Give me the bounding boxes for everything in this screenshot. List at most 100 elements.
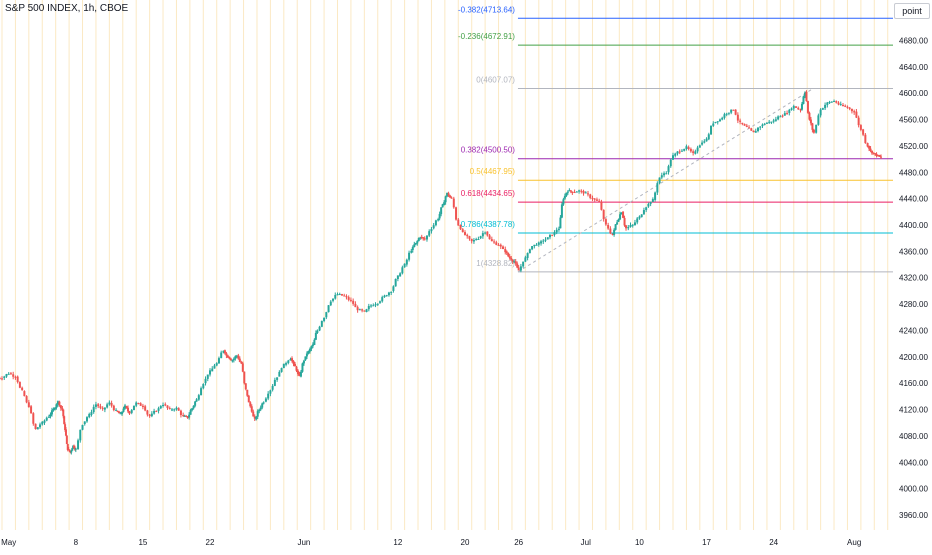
candle-down (573, 192, 576, 194)
candle-up (222, 350, 225, 353)
candle-up (839, 104, 842, 106)
candle-up (232, 358, 235, 361)
price-unit-button[interactable]: point (894, 3, 930, 19)
candle-down (356, 307, 359, 311)
candle-up (788, 109, 791, 113)
candle-down (455, 207, 458, 220)
candle-up (49, 414, 52, 417)
candle-up (437, 219, 440, 221)
candle-down (508, 256, 511, 259)
candle-up (408, 252, 411, 260)
candle-up (479, 236, 482, 239)
candle-up (649, 202, 652, 205)
candle-down (68, 449, 71, 452)
candle-down (510, 257, 513, 260)
candle-down (582, 190, 585, 194)
candle-down (32, 413, 35, 424)
candle-up (705, 138, 708, 142)
candle-up (259, 407, 262, 410)
time-tick-label: Jun (297, 538, 310, 547)
candle-down (246, 389, 249, 396)
candle-up (560, 204, 563, 218)
candle-up (524, 257, 527, 262)
candle-up (106, 404, 109, 408)
candle-up (255, 416, 258, 420)
candle-up (285, 363, 288, 365)
candle-up (526, 253, 529, 258)
candle-up (513, 261, 516, 263)
candle-down (62, 409, 65, 417)
candle-up (714, 121, 717, 123)
price-tick-label: 4560.00 (899, 116, 928, 125)
candle-down (352, 300, 355, 304)
candle-down (571, 191, 574, 193)
candle-up (261, 403, 264, 408)
candle-down (179, 410, 182, 416)
candle-up (444, 196, 447, 203)
candle-down (1, 378, 3, 380)
candle-up (305, 353, 308, 357)
candle-up (365, 309, 368, 313)
candle-up (535, 244, 538, 246)
candle-up (399, 273, 402, 277)
candle-down (678, 151, 681, 153)
candle-up (262, 402, 265, 404)
candle-up (170, 409, 173, 411)
candle-down (850, 108, 853, 112)
candle-down (869, 148, 872, 151)
price-tick-label: 4640.00 (899, 63, 928, 72)
candle-up (614, 224, 617, 230)
candle-down (732, 109, 735, 111)
candle-up (269, 390, 272, 394)
chart-title: S&P 500 INDEX, 1h, CBOE (5, 3, 129, 14)
candle-down (853, 111, 856, 113)
candle-down (602, 209, 605, 220)
candle-up (403, 263, 406, 268)
candle-up (629, 225, 632, 228)
candle-up (189, 410, 192, 415)
candle-down (168, 408, 171, 410)
candle-down (871, 150, 874, 154)
candle-down (422, 237, 425, 239)
candle-down (420, 236, 423, 238)
candle-up (338, 294, 341, 296)
candle-down (252, 411, 255, 417)
candle-up (472, 240, 475, 242)
candle-down (591, 197, 594, 200)
candle-up (430, 229, 433, 232)
candle-down (128, 411, 131, 414)
candle-down (507, 252, 510, 257)
candle-down (505, 251, 508, 253)
fib-level-label: 0.618(4434.65) (461, 189, 516, 198)
candle-up (264, 398, 267, 402)
candle-up (559, 217, 562, 229)
candle-down (781, 115, 784, 117)
candle-down (569, 190, 572, 192)
candle-up (613, 229, 616, 235)
price-tick-label: 4000.00 (899, 485, 928, 494)
candle-up (759, 126, 762, 128)
candle-up (542, 240, 545, 242)
candle-up (52, 409, 55, 411)
candle-down (423, 238, 426, 240)
price-tick-label: 4120.00 (899, 406, 928, 415)
candle-down (229, 358, 232, 361)
candle-up (669, 159, 672, 167)
candle-up (204, 378, 207, 384)
candle-up (792, 106, 795, 109)
candle-up (555, 229, 558, 233)
candle-down (354, 303, 357, 308)
candle-down (298, 374, 301, 376)
candle-down (291, 358, 294, 361)
candle-down (125, 406, 128, 408)
time-tick-label: 17 (702, 538, 711, 547)
candle-up (367, 306, 370, 310)
candle-up (90, 412, 93, 415)
candle-up (663, 173, 666, 176)
candle-up (381, 297, 384, 302)
candle-up (150, 413, 153, 417)
candle-down (609, 228, 612, 234)
candle-down (244, 383, 247, 390)
